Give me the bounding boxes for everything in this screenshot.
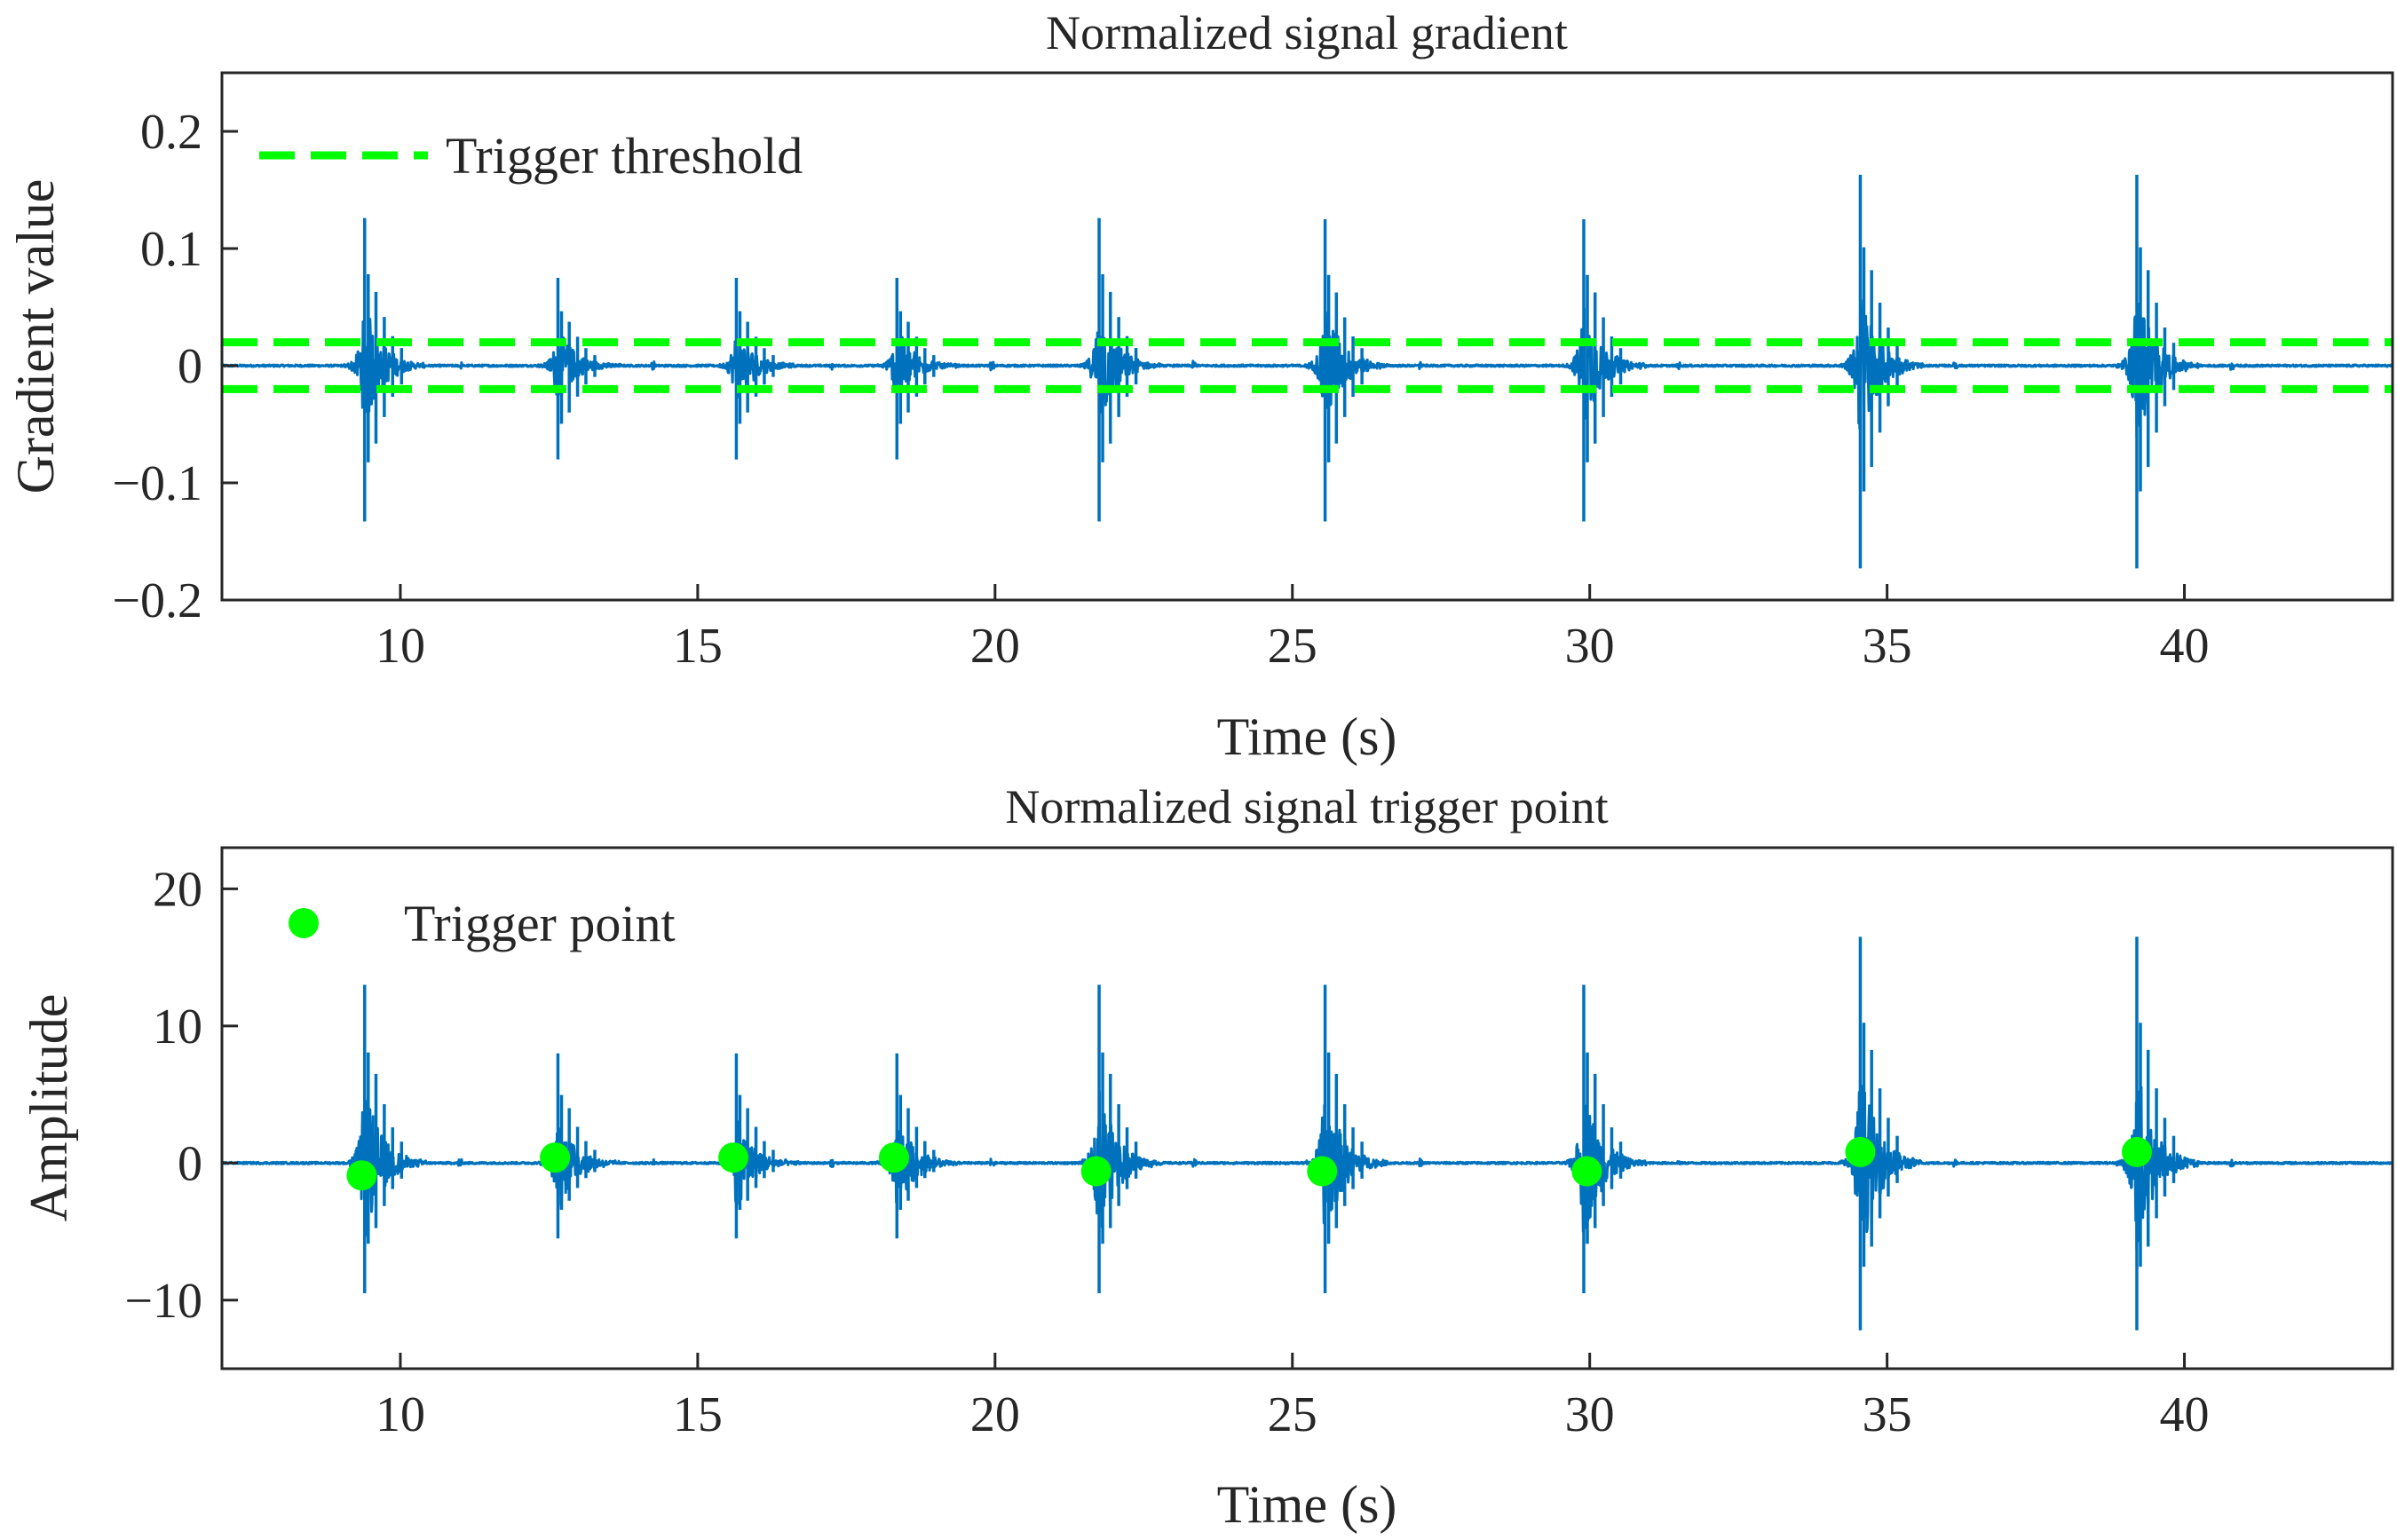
x-tick-label: 30	[1565, 619, 1615, 674]
trigger-title: Normalized signal trigger point	[1005, 780, 1608, 833]
x-tick-label: 25	[1268, 1387, 1317, 1442]
y-tick-label: −10	[124, 1274, 202, 1329]
trigger-point-3	[878, 1142, 909, 1173]
burst-7	[1858, 936, 1899, 1331]
burst-1	[556, 278, 597, 460]
trigger-point-4	[1080, 1156, 1111, 1187]
x-tick-label: 25	[1268, 619, 1317, 674]
x-tick-label: 40	[2160, 1387, 2210, 1442]
trigger-legend: Trigger point	[289, 895, 676, 952]
burst-0	[363, 217, 404, 522]
signal-trace	[220, 298, 2393, 438]
trigger-point-8	[2121, 1136, 2152, 1167]
burst-7	[1858, 174, 1899, 569]
trigger-point-6	[1571, 1156, 1602, 1187]
burst-8	[2135, 174, 2176, 569]
burst-6	[1582, 219, 1623, 522]
x-tick-label: 40	[2160, 619, 2210, 674]
x-tick-label: 10	[376, 1387, 425, 1442]
gradient-y-ticks: −0.2 −0.1 0 0.1 0.2	[112, 105, 238, 628]
x-tick-label: 15	[673, 1387, 723, 1442]
y-tick-label: −0.1	[112, 456, 202, 511]
trigger-y-axis-label: Amplitude	[20, 994, 78, 1222]
trigger-axes-box	[220, 846, 2394, 1370]
legend-trigger-swatch	[289, 908, 319, 938]
trigger-point-5	[1307, 1156, 1338, 1187]
legend-threshold-label: Trigger threshold	[446, 127, 803, 185]
burst-0	[363, 984, 404, 1294]
signal-trace	[221, 1078, 2394, 1251]
x-tick-label: 10	[376, 619, 425, 674]
trigger-x-ticks: 10 15 20 25 30 35 40	[376, 1353, 2210, 1442]
trigger-point-7	[1845, 1136, 1876, 1167]
threshold-layer	[222, 338, 2393, 393]
x-tick-label: 30	[1565, 1387, 1615, 1442]
trigger-point-0	[346, 1160, 377, 1191]
gradient-y-axis-label: Gradient value	[6, 179, 65, 494]
x-tick-label: 15	[673, 619, 723, 674]
y-tick-label: 20	[153, 862, 202, 917]
legend-trigger-label: Trigger point	[404, 895, 676, 952]
trigger-y-ticks: −10 0 10 20	[124, 862, 238, 1329]
x-tick-label: 35	[1863, 619, 1912, 674]
y-tick-label: 0	[178, 1136, 202, 1191]
y-tick-label: 0.2	[140, 105, 202, 160]
x-tick-label: 20	[970, 1387, 1020, 1442]
gradient-x-axis-label: Time (s)	[1217, 707, 1397, 766]
burst-4	[1097, 984, 1138, 1294]
y-tick-label: 10	[153, 999, 202, 1054]
y-tick-label: 0	[178, 339, 202, 394]
gradient-legend: Trigger threshold	[259, 127, 803, 185]
y-tick-label: −0.2	[112, 573, 202, 628]
burst-2	[734, 278, 775, 460]
trigger-point-layer	[346, 1136, 2152, 1191]
gradient-panel: Normalized signal gradient 10 15 20 25 30 35 4…	[6, 6, 2394, 766]
trigger-point-1	[540, 1142, 571, 1173]
x-tick-label: 35	[1863, 1387, 1912, 1442]
gradient-signal-layer	[220, 174, 2393, 569]
burst-5	[1323, 984, 1364, 1294]
gradient-title: Normalized signal gradient	[1046, 6, 1568, 59]
trigger-point-2	[718, 1142, 749, 1173]
gradient-x-ticks: 10 15 20 25 30 35 40	[376, 584, 2210, 674]
trigger-x-axis-label: Time (s)	[1217, 1475, 1397, 1534]
burst-5	[1323, 219, 1364, 522]
trigger-panel: Normalized signal trigger point 10 15 20 25…	[20, 780, 2394, 1534]
x-tick-label: 20	[970, 619, 1020, 674]
gradient-axes-box	[220, 71, 2394, 602]
burst-6	[1582, 984, 1623, 1294]
y-tick-label: 0.1	[140, 222, 202, 277]
burst-3	[895, 278, 936, 460]
burst-4	[1097, 217, 1138, 522]
